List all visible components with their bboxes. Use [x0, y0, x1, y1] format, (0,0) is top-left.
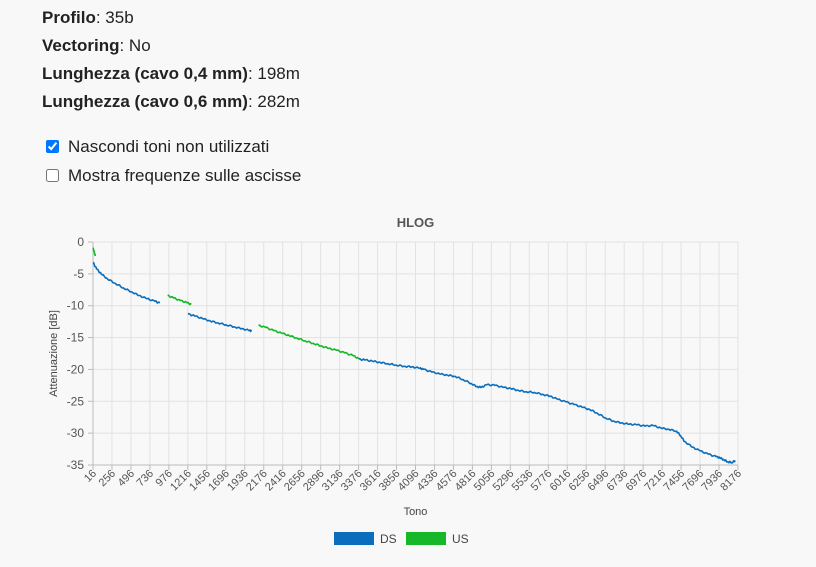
x-tick-label: 3856 [377, 468, 403, 494]
length-04-value: 198m [257, 64, 300, 83]
x-tick-label: 6256 [567, 468, 593, 494]
length-06-value: 282m [257, 92, 300, 111]
ds-series-line [358, 357, 736, 464]
x-tick-label: 3376 [339, 468, 365, 494]
y-tick-label: -15 [67, 331, 85, 345]
ds-legend-label: DS [380, 532, 397, 546]
x-tick-label: 2656 [282, 468, 308, 494]
length-06-row: Lunghezza (cavo 0,6 mm): 282m [42, 92, 300, 111]
x-tick-label: 7456 [661, 468, 687, 494]
y-tick-label: 0 [77, 235, 84, 249]
x-tick-label: 5536 [510, 468, 536, 494]
hlog-chart: 1625649673697612161456169619362176241626… [48, 215, 744, 546]
x-tick-label: 3616 [358, 468, 384, 494]
show-freq-option[interactable]: Mostra frequenze sulle ascisse [46, 161, 301, 190]
x-tick-label: 2896 [301, 468, 327, 494]
hide-unused-checkbox[interactable] [46, 140, 59, 153]
hide-unused-label: Nascondi toni non utilizzati [68, 136, 270, 156]
x-tick-label: 2176 [244, 468, 270, 494]
x-tick-label: 2416 [263, 468, 289, 494]
x-tick-label: 8176 [718, 468, 744, 494]
profile-label: Profilo [42, 8, 96, 27]
x-tick-label: 16 [82, 468, 99, 485]
x-tick-label: 5296 [491, 468, 517, 494]
y-tick-label: -10 [67, 299, 85, 313]
us-series-line [167, 294, 192, 306]
show-freq-label: Mostra frequenze sulle ascisse [68, 165, 302, 185]
us-legend-swatch [406, 532, 446, 545]
x-tick-label: 6496 [586, 468, 612, 494]
x-tick-label: 256 [97, 468, 118, 489]
y-tick-label: -5 [73, 267, 84, 281]
y-tick-label: -30 [67, 426, 85, 440]
ds-series-line [92, 261, 161, 304]
y-tick-label: -20 [67, 362, 85, 376]
profile-value: 35b [105, 8, 134, 27]
x-tick-label: 7696 [680, 468, 706, 494]
x-tick-label: 736 [135, 468, 156, 489]
vectoring-value: No [128, 36, 151, 55]
x-tick-label: 6016 [548, 468, 574, 494]
ds-series-line [187, 312, 253, 333]
chart-options: Nascondi toni non utilizzati Mostra freq… [46, 132, 301, 190]
length-04-row: Lunghezza (cavo 0,4 mm): 198m [42, 64, 300, 83]
x-axis-label: Tono [404, 506, 428, 518]
us-series-line [258, 324, 360, 360]
y-axis-label: Attenuazione [dB] [48, 310, 60, 397]
x-tick-label: 7936 [699, 468, 725, 494]
chart-title: HLOG [397, 215, 435, 230]
vectoring-row: Vectoring: No [42, 36, 151, 55]
profile-row: Profilo: 35b [42, 8, 134, 27]
y-tick-label: -25 [67, 394, 85, 408]
vectoring-label: Vectoring [42, 36, 120, 55]
x-tick-label: 7216 [642, 468, 668, 494]
line-info: Profilo: 35b Vectoring: No Lunghezza (ca… [42, 4, 300, 116]
x-tick-label: 1696 [206, 468, 232, 494]
show-freq-checkbox[interactable] [46, 169, 59, 182]
x-tick-label: 1456 [187, 468, 213, 494]
y-tick-label: -35 [67, 458, 85, 472]
x-tick-label: 5056 [472, 468, 498, 494]
us-legend-label: US [452, 532, 469, 546]
x-tick-label: 1216 [168, 468, 194, 494]
x-tick-label: 496 [116, 468, 137, 489]
length-06-label: Lunghezza (cavo 0,6 mm) [42, 92, 248, 111]
x-tick-label: 3136 [320, 468, 346, 494]
ds-legend-swatch [334, 532, 374, 545]
hide-unused-option[interactable]: Nascondi toni non utilizzati [46, 132, 301, 161]
x-tick-label: 5776 [529, 468, 555, 494]
x-tick-label: 4336 [415, 468, 441, 494]
us-series-line [92, 247, 97, 257]
x-tick-label: 4096 [396, 468, 422, 494]
x-tick-label: 6976 [623, 468, 649, 494]
length-04-label: Lunghezza (cavo 0,4 mm) [42, 64, 248, 83]
x-tick-label: 1936 [225, 468, 251, 494]
x-tick-label: 4576 [434, 468, 460, 494]
x-tick-label: 6736 [604, 468, 630, 494]
x-tick-label: 4816 [453, 468, 479, 494]
